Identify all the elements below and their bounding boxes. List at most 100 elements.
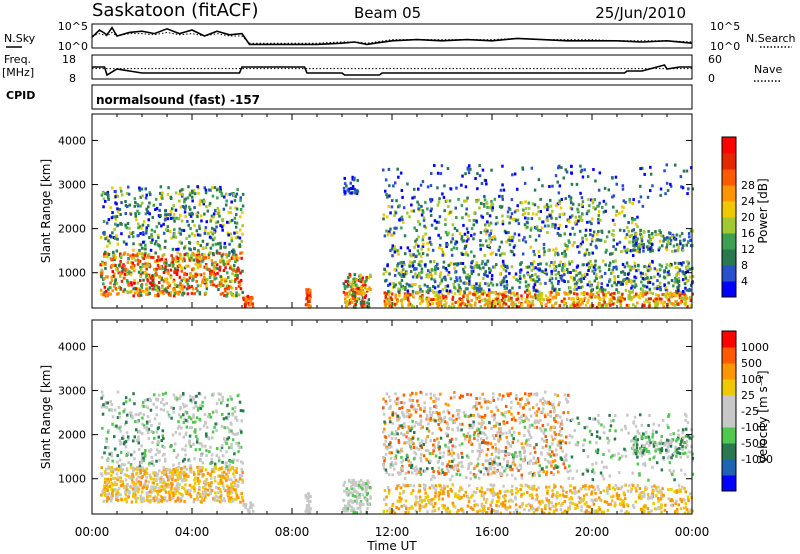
range-gate-cell <box>181 459 185 463</box>
range-gate-cell <box>151 287 154 291</box>
range-gate-cell <box>192 470 196 474</box>
range-gate-cell <box>218 268 221 272</box>
range-gate-cell <box>219 490 223 494</box>
range-gate-cell <box>632 303 635 307</box>
range-gate-cell <box>164 268 167 271</box>
range-gate-cell <box>207 482 211 485</box>
range-gate-cell <box>216 499 219 503</box>
range-gate-cell <box>419 287 422 291</box>
range-gate-cell <box>529 487 532 490</box>
range-gate-cell <box>477 198 480 202</box>
range-gate-cell <box>240 256 243 260</box>
range-gate-cell <box>145 274 148 277</box>
range-gate-cell <box>158 422 161 426</box>
range-gate-cell <box>612 229 615 233</box>
range-gate-cell <box>414 283 417 286</box>
range-gate-cell <box>594 207 597 211</box>
range-gate-cell <box>571 243 574 247</box>
range-gate-cell <box>560 166 563 170</box>
range-gate-cell <box>197 469 200 473</box>
range-gate-cell <box>403 263 406 267</box>
range-gate-cell <box>685 169 689 173</box>
range-gate-cell <box>480 201 483 205</box>
range-gate-cell <box>118 458 122 462</box>
range-gate-cell <box>112 488 116 492</box>
range-gate-cell <box>443 209 446 213</box>
range-gate-cell <box>139 279 142 283</box>
range-gate-cell <box>158 275 161 279</box>
range-gate-cell <box>350 286 354 290</box>
range-gate-cell <box>345 184 348 188</box>
range-gate-cell <box>125 273 129 276</box>
range-gate-cell <box>120 201 123 205</box>
range-gate-cell <box>607 230 611 234</box>
range-gate-cell <box>627 297 631 301</box>
range-gate-cell <box>212 274 216 278</box>
range-gate-cell <box>394 248 398 252</box>
range-gate-cell <box>189 273 192 277</box>
range-gate-cell <box>110 216 114 220</box>
range-gate-cell <box>540 302 543 306</box>
range-gate-cell <box>152 402 155 406</box>
range-gate-cell <box>199 264 202 268</box>
range-gate-cell <box>107 287 110 291</box>
range-gate-cell <box>478 300 481 304</box>
range-gate-cell <box>640 241 643 245</box>
range-gate-cell <box>137 429 141 433</box>
range-gate-cell <box>305 507 308 511</box>
range-gate-cell <box>385 229 388 233</box>
range-gate-cell <box>189 464 192 468</box>
range-gate-cell <box>621 292 624 296</box>
range-gate-cell <box>397 287 400 291</box>
range-gate-cell <box>180 279 183 283</box>
range-gate-cell <box>479 239 482 243</box>
range-gate-cell <box>210 436 214 440</box>
range-gate-cell <box>124 396 128 400</box>
range-gate-cell <box>114 193 118 197</box>
range-gate-cell <box>539 262 542 266</box>
range-gate-cell <box>538 290 541 294</box>
range-gate-cell <box>197 481 201 485</box>
range-gate-cell <box>661 234 665 238</box>
range-gate-cell <box>612 233 615 237</box>
range-gate-cell <box>184 453 187 457</box>
range-gate-cell <box>570 260 574 264</box>
range-gate-cell <box>185 425 188 429</box>
range-gate-cell <box>632 254 635 257</box>
range-gate-cell <box>305 302 309 306</box>
range-gate-cell <box>556 180 559 184</box>
range-gate-cell <box>445 245 448 248</box>
range-gate-cell <box>105 440 108 444</box>
range-gate-cell <box>184 473 188 477</box>
range-gate-cell <box>583 253 586 257</box>
range-gate-cell <box>443 275 447 279</box>
range-gate-cell <box>489 232 492 235</box>
range-gate-cell <box>142 278 145 282</box>
range-gate-cell <box>393 268 396 272</box>
range-gate-cell <box>511 305 514 309</box>
range-gate-cell <box>642 292 645 295</box>
range-gate-cell <box>152 255 155 259</box>
range-gate-cell <box>486 205 489 209</box>
range-gate-cell <box>502 296 505 300</box>
range-gate-cell <box>225 465 228 469</box>
range-gate-cell <box>345 295 348 299</box>
range-gate-cell <box>238 228 242 232</box>
range-gate-cell <box>198 255 201 259</box>
range-gate-cell <box>107 428 110 432</box>
range-gate-cell <box>553 288 556 292</box>
range-gate-cell <box>613 291 616 295</box>
range-gate-cell <box>142 404 145 408</box>
range-gate-cell <box>399 273 402 277</box>
range-gate-cell <box>457 283 461 287</box>
range-gate-cell <box>634 222 638 226</box>
range-gate-cell <box>233 410 236 414</box>
range-gate-cell <box>358 483 361 487</box>
range-gate-cell <box>131 472 134 476</box>
range-gate-cell <box>387 301 390 305</box>
range-gate-cell <box>679 497 682 501</box>
range-gate-cell <box>642 229 646 233</box>
range-gate-cell <box>100 396 103 400</box>
range-gate-cell <box>226 260 229 264</box>
